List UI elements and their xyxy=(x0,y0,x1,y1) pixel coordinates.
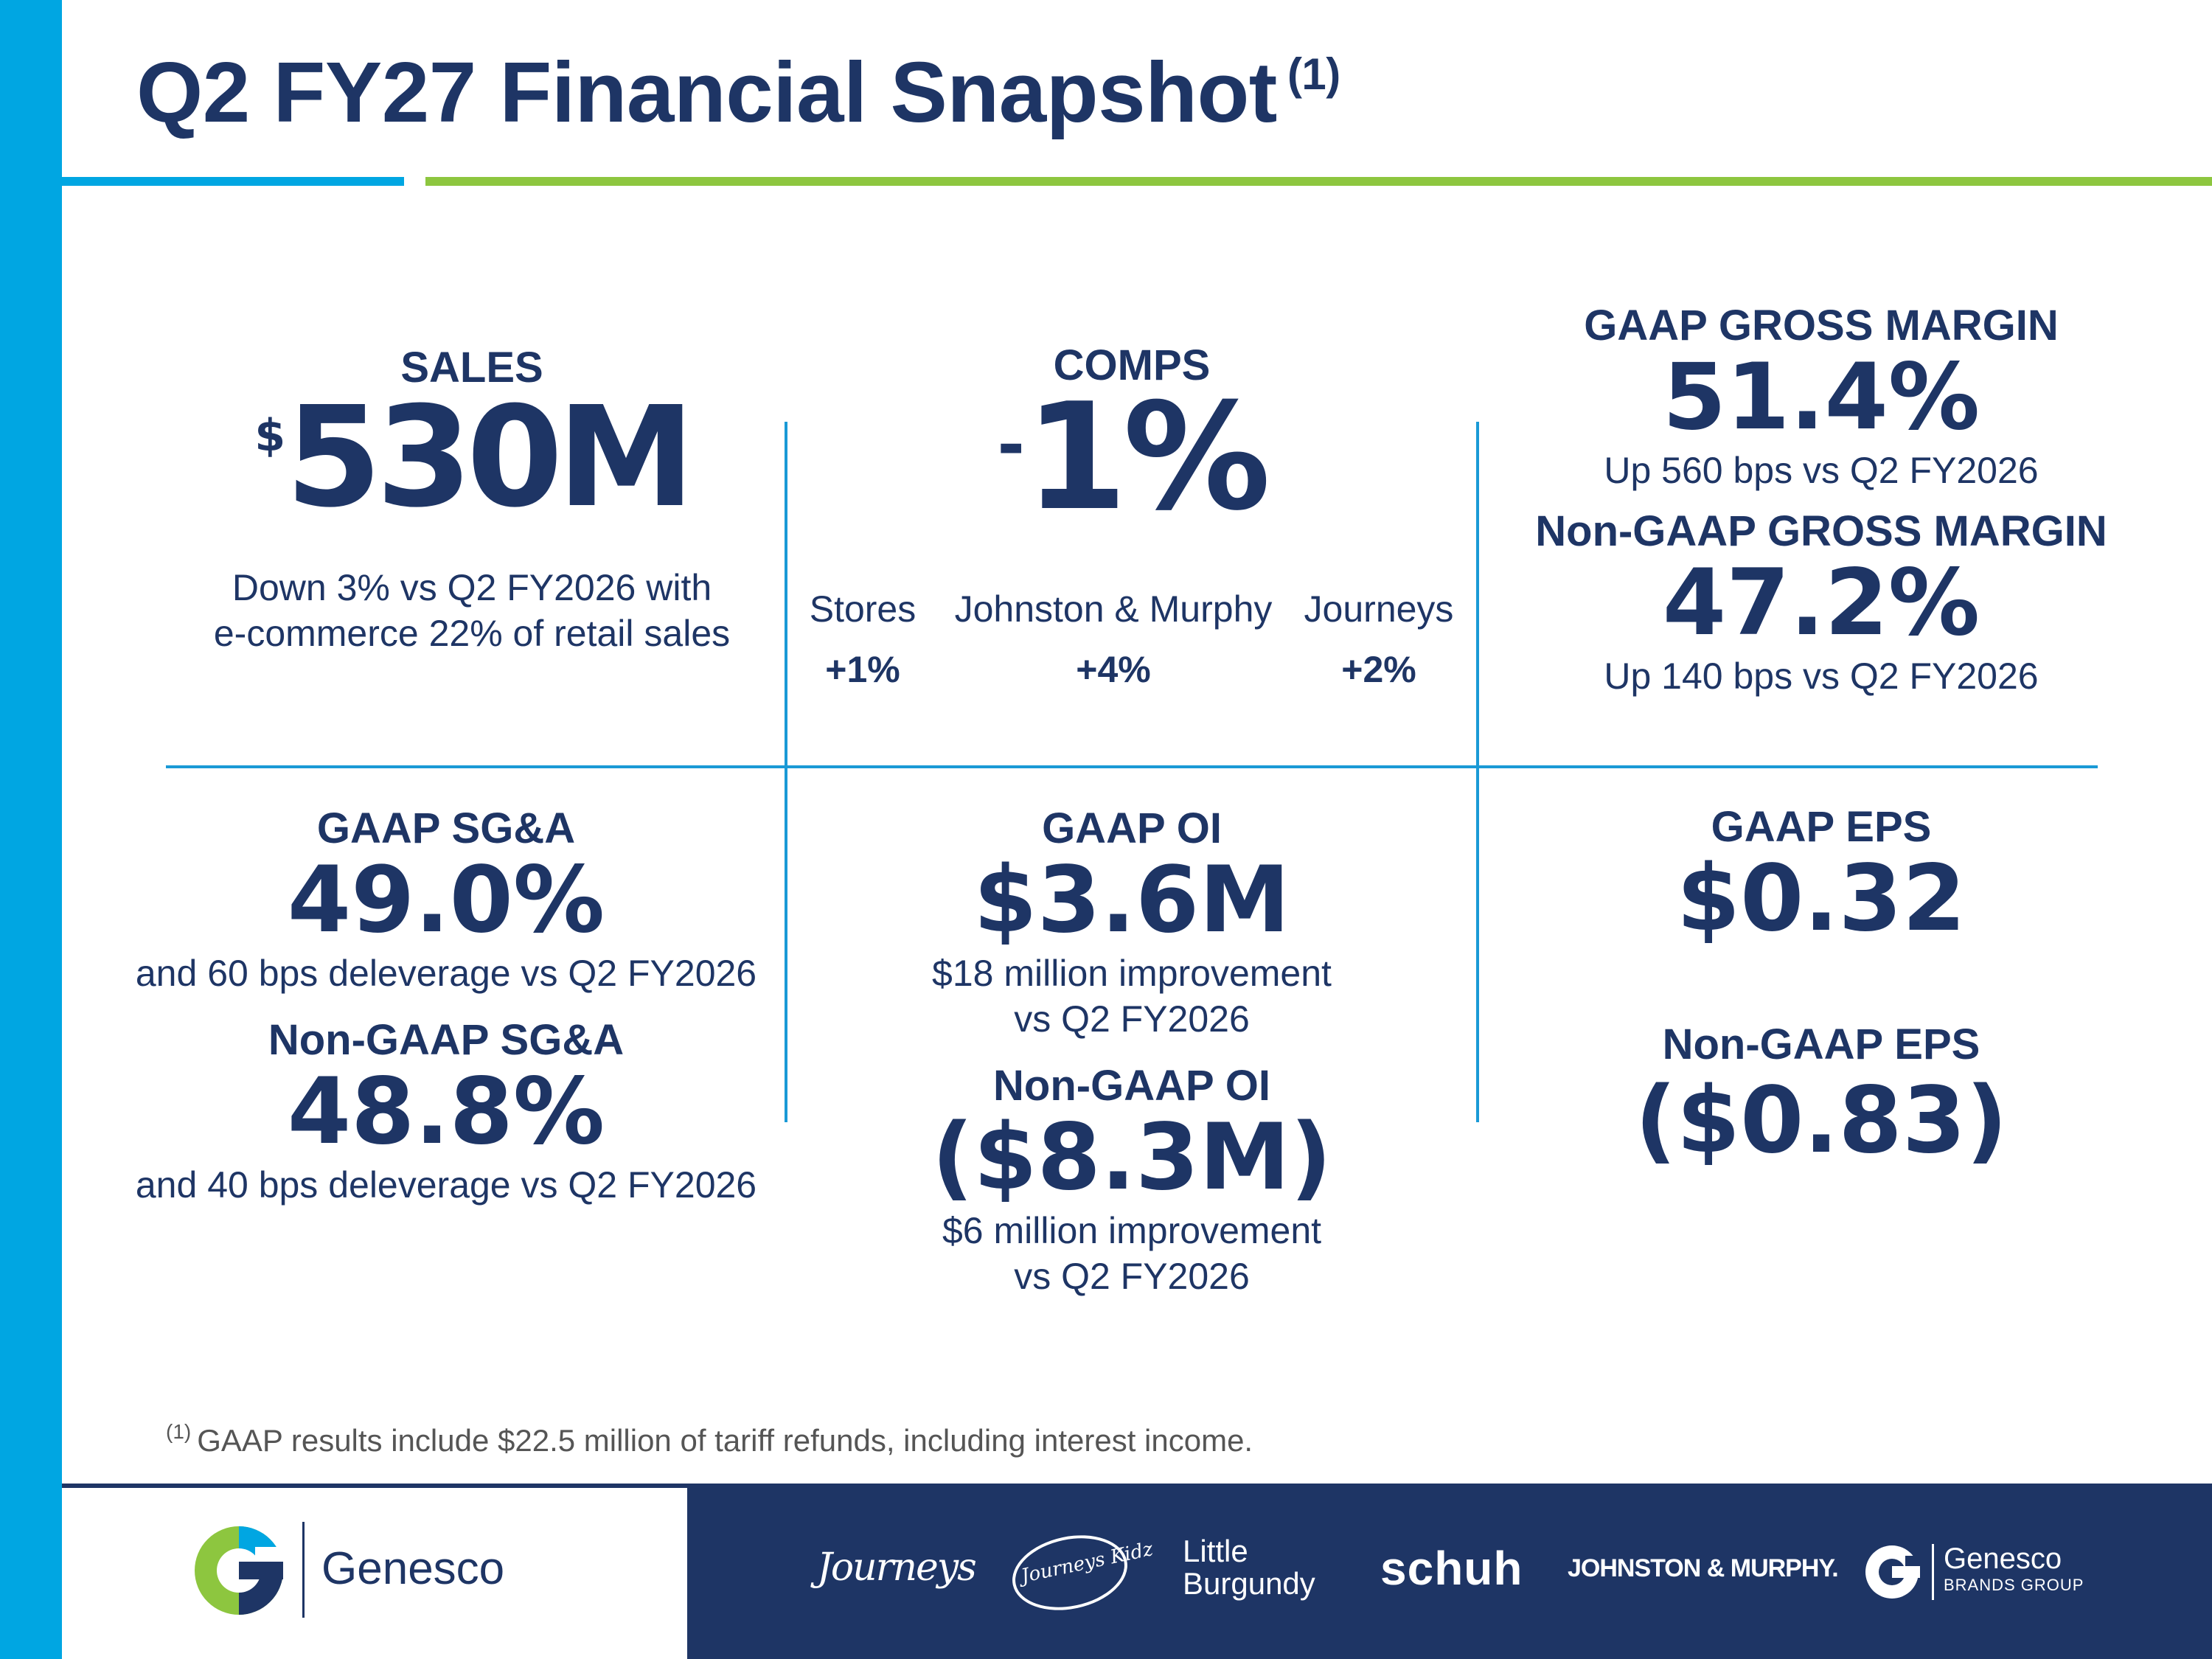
comps-panel: COMPS -1% xyxy=(789,341,1475,532)
comps-item-value: +2% xyxy=(1341,649,1416,690)
nongaap-sga-value: 48.8% xyxy=(287,1059,605,1165)
brand-genesco-brands-group: Genesco BRANDS GROUP xyxy=(1944,1543,2084,1599)
grid-divider-vertical-right xyxy=(1476,422,1479,1122)
brand-little-burgundy: Little Burgundy xyxy=(1183,1535,1315,1600)
grid-divider-vertical-left xyxy=(785,422,787,1122)
title-rule-green xyxy=(425,177,2212,186)
comps-item-name: Journeys xyxy=(1304,588,1454,630)
genesco-wordmark: Genesco xyxy=(321,1543,505,1594)
sales-value-wrap: $530M xyxy=(74,389,870,527)
title-rule-blue xyxy=(62,177,404,186)
comps-item-name: Stores xyxy=(809,588,917,630)
comps-item-name: Johnston & Murphy xyxy=(954,588,1273,630)
grid-divider-horizontal xyxy=(166,765,2098,768)
gaap-sga-desc: and 60 bps deleverage vs Q2 FY2026 xyxy=(135,953,757,994)
footnote: (1) GAAP results include $22.5 million of… xyxy=(166,1420,1253,1458)
brand-brands-group: BRANDS GROUP xyxy=(1944,1576,2084,1594)
comps-item-journeys: Journeys +2% xyxy=(1298,586,1460,692)
nongaap-eps-value: ($0.83) xyxy=(1635,1068,2008,1174)
sales-desc-line2: e-commerce 22% of retail sales xyxy=(213,613,731,654)
gaap-gross-margin-value: 51.4% xyxy=(1662,344,1980,451)
footer-brands-area xyxy=(687,1484,2212,1659)
oi-panel: GAAP OI $3.6M $18 million improvement vs… xyxy=(789,804,1475,1299)
nongaap-sga-label: Non-GAAP SG&A xyxy=(268,1016,625,1064)
nongaap-gross-margin-desc: Up 140 bps vs Q2 FY2026 xyxy=(1604,655,2039,697)
comps-value-wrap: -1% xyxy=(789,384,1475,532)
gross-margin-panel: GAAP GROSS MARGIN 51.4% Up 560 bps vs Q2… xyxy=(1489,301,2153,699)
comps-value: 1% xyxy=(1024,372,1271,543)
page-title: Q2 FY27 Financial Snapshot (1) xyxy=(136,44,1340,140)
brand-genesco: Genesco xyxy=(1944,1543,2062,1575)
comps-item-value: +4% xyxy=(1076,649,1151,690)
brand-journeys: Journeys xyxy=(817,1545,977,1590)
nongaap-gross-margin-label: Non-GAAP GROSS MARGIN xyxy=(1535,507,2107,555)
gaap-eps-label: GAAP EPS xyxy=(1711,803,1932,851)
gaap-oi-desc-line2: vs Q2 FY2026 xyxy=(1014,998,1250,1040)
gaap-sga-label: GAAP SG&A xyxy=(316,804,576,852)
comps-item-value: +1% xyxy=(825,649,900,690)
gaap-gross-margin-desc: Up 560 bps vs Q2 FY2026 xyxy=(1604,450,2039,491)
footer-company-area xyxy=(62,1484,687,1659)
gaap-oi-value: $3.6M xyxy=(973,847,1290,953)
footnote-marker: (1) xyxy=(166,1420,192,1443)
nongaap-oi-label: Non-GAAP OI xyxy=(993,1062,1270,1110)
gaap-oi-desc-line1: $18 million improvement xyxy=(932,953,1332,994)
gaap-oi-label: GAAP OI xyxy=(1042,804,1222,852)
sales-panel: SALES $530M Down 3% vs Q2 FY2026 with e-… xyxy=(74,343,870,656)
genesco-logo-icon xyxy=(193,1525,285,1620)
sales-label: SALES xyxy=(400,344,543,392)
brand-burgundy: Burgundy xyxy=(1183,1566,1315,1601)
logo-separator xyxy=(302,1522,305,1618)
sales-desc-line1: Down 3% vs Q2 FY2026 with xyxy=(232,567,712,608)
sga-panel: GAAP SG&A 49.0% and 60 bps deleverage vs… xyxy=(96,804,796,1208)
sales-value: 530M xyxy=(285,377,695,538)
comps-item-stores: Stores +1% xyxy=(796,586,929,692)
genesco-brands-group-logo-icon xyxy=(1864,1544,1921,1604)
brand-little: Little xyxy=(1183,1534,1248,1568)
nongaap-oi-desc-line1: $6 million improvement xyxy=(942,1210,1322,1251)
brand-schuh: schuh xyxy=(1380,1542,1523,1595)
comps-item-johnston-murphy: Johnston & Murphy +4% xyxy=(936,586,1290,692)
comps-label: COMPS xyxy=(1053,341,1211,389)
brand-johnston-murphy: JOHNSTON & MURPHY. xyxy=(1568,1554,1839,1582)
gaap-gross-margin-label: GAAP GROSS MARGIN xyxy=(1584,302,2059,349)
nongaap-gross-margin-value: 47.2% xyxy=(1662,550,1980,656)
nongaap-eps-label: Non-GAAP EPS xyxy=(1662,1020,1980,1068)
eps-panel: GAAP EPS $0.32 Non-GAAP EPS ($0.83) xyxy=(1489,802,2153,1172)
gaap-eps-value: $0.32 xyxy=(1676,846,1966,952)
nongaap-oi-value: ($8.3M) xyxy=(931,1105,1332,1211)
comps-sign: - xyxy=(997,406,1025,484)
left-accent-bar xyxy=(0,0,62,1659)
gaap-sga-value: 49.0% xyxy=(287,847,605,953)
sales-currency: $ xyxy=(254,410,286,462)
nongaap-sga-desc: and 40 bps deleverage vs Q2 FY2026 xyxy=(135,1164,757,1206)
title-footnote-marker: (1) xyxy=(1287,49,1340,99)
brands-group-separator xyxy=(1932,1544,1934,1600)
footnote-text: GAAP results include $22.5 million of ta… xyxy=(197,1423,1253,1458)
nongaap-oi-desc-line2: vs Q2 FY2026 xyxy=(1014,1256,1250,1297)
